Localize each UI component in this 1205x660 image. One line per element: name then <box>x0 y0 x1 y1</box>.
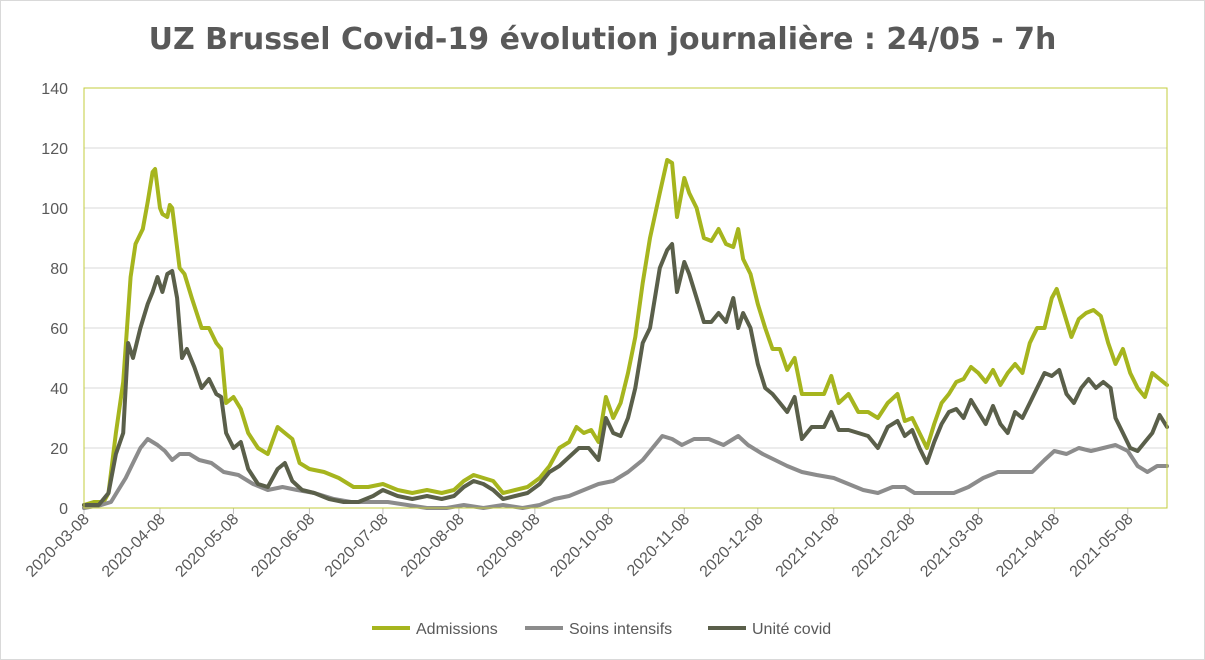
x-tick-label: 2020-06-08 <box>248 511 318 581</box>
y-tick-label: 0 <box>59 501 68 518</box>
x-tick-label: 2020-05-08 <box>172 511 242 581</box>
y-tick-label: 140 <box>41 81 68 98</box>
legend-label: Unité covid <box>752 621 831 638</box>
x-tick-label: 2020-08-08 <box>398 511 468 581</box>
x-axis: 2020-03-08 2020-04-08 2020-05-08 2020-06-08… <box>23 508 1137 581</box>
x-tick-label: 2020-04-08 <box>99 511 169 581</box>
x-tick-label: 2021-02-08 <box>849 511 919 581</box>
gridlines <box>84 147 1167 449</box>
y-tick-label: 100 <box>41 201 68 218</box>
series-line-soins-intensifs <box>82 434 1169 510</box>
legend: Admissions Soins intensifs Unité covid <box>372 621 831 638</box>
series-group <box>82 158 1169 510</box>
x-tick-label: 2020-03-08 <box>23 511 93 581</box>
y-tick-label: 20 <box>50 441 68 458</box>
x-tick-label: 2020-09-08 <box>474 511 544 581</box>
y-tick-label: 120 <box>41 141 68 158</box>
y-tick-label: 80 <box>50 261 68 278</box>
y-axis: 0 20 40 60 80 100 120 140 <box>41 81 68 518</box>
x-tick-label: 2021-01-08 <box>773 511 843 581</box>
series-line-unit-covid <box>82 242 1169 507</box>
legend-label: Admissions <box>416 621 498 638</box>
x-tick-label: 2020-10-08 <box>547 511 617 581</box>
series-line-admissions <box>82 158 1169 507</box>
y-tick-label: 40 <box>50 381 68 398</box>
x-tick-label: 2021-05-08 <box>1067 511 1137 581</box>
x-tick-label: 2020-07-08 <box>322 511 392 581</box>
legend-label: Soins intensifs <box>569 621 672 638</box>
y-tick-label: 60 <box>50 321 68 338</box>
x-tick-label: 2020-12-08 <box>697 511 767 581</box>
x-tick-label: 2021-04-08 <box>993 511 1063 581</box>
x-tick-label: 2020-11-08 <box>624 511 693 580</box>
chart-title: UZ Brussel Covid-19 évolution journalièr… <box>148 22 1057 57</box>
plot-area-border <box>83 87 1168 509</box>
x-tick-label: 2021-03-08 <box>917 511 987 581</box>
